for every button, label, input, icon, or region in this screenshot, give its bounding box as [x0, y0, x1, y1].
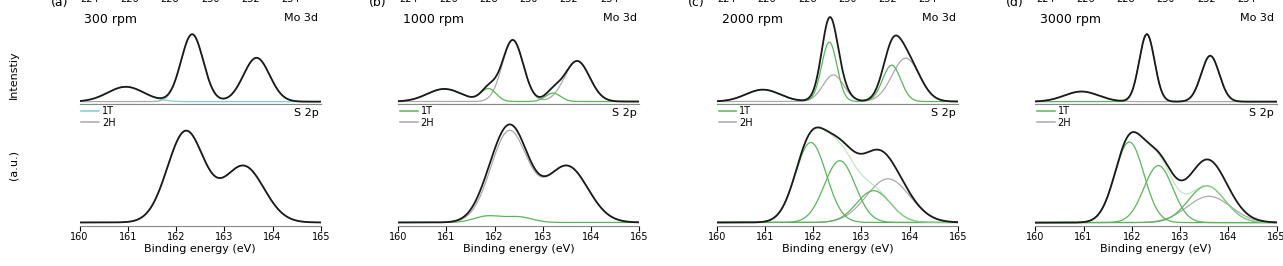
- Text: 3000 rpm: 3000 rpm: [1041, 14, 1101, 26]
- Text: (d): (d): [1006, 0, 1024, 9]
- Text: 1000 rpm: 1000 rpm: [403, 14, 464, 26]
- Legend: 1T, 2H: 1T, 2H: [400, 106, 434, 128]
- Text: S 2p: S 2p: [1250, 108, 1274, 118]
- Legend: 1T, 2H: 1T, 2H: [1037, 106, 1071, 128]
- Text: Mo 3d: Mo 3d: [285, 14, 318, 23]
- Text: Intenstiy: Intenstiy: [9, 50, 19, 99]
- Text: (a.u.): (a.u.): [9, 150, 19, 180]
- X-axis label: Binding energy (eV): Binding energy (eV): [1100, 244, 1211, 254]
- X-axis label: Binding energy (eV): Binding energy (eV): [781, 244, 893, 254]
- Text: Mo 3d: Mo 3d: [1241, 14, 1274, 23]
- Text: (a): (a): [50, 0, 68, 9]
- Text: Mo 3d: Mo 3d: [921, 14, 956, 23]
- Text: 300 rpm: 300 rpm: [85, 14, 137, 26]
- Text: 2000 rpm: 2000 rpm: [721, 14, 783, 26]
- X-axis label: Binding energy (eV): Binding energy (eV): [145, 244, 257, 254]
- Text: (b): (b): [370, 0, 386, 9]
- Legend: 1T, 2H: 1T, 2H: [718, 106, 753, 128]
- X-axis label: Binding energy (eV): Binding energy (eV): [463, 244, 575, 254]
- Text: Mo 3d: Mo 3d: [603, 14, 638, 23]
- Text: S 2p: S 2p: [612, 108, 638, 118]
- Legend: 1T, 2H: 1T, 2H: [82, 106, 115, 128]
- Text: (c): (c): [688, 0, 704, 9]
- Text: S 2p: S 2p: [931, 108, 956, 118]
- Text: S 2p: S 2p: [294, 108, 318, 118]
